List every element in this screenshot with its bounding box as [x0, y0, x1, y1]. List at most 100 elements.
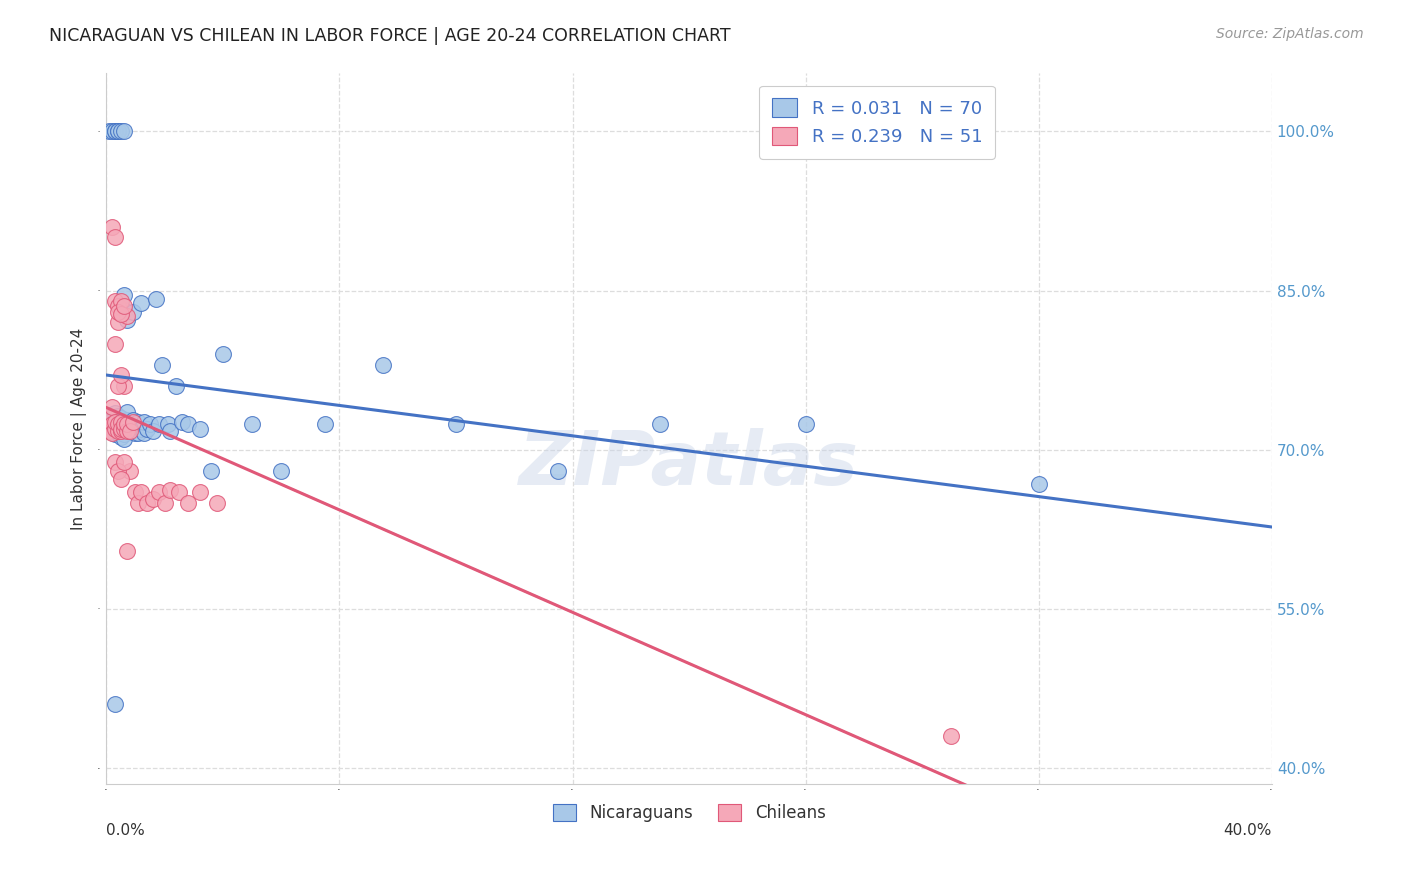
- Point: [118, 417, 141, 432]
- Point: [148, 417, 170, 432]
- Point: [127, 415, 149, 429]
- Point: [115, 309, 138, 323]
- Point: [121, 305, 143, 319]
- Point: [131, 296, 153, 310]
- Point: [110, 124, 132, 138]
- Point: [104, 455, 127, 469]
- Point: [107, 124, 129, 138]
- Point: [112, 455, 135, 469]
- Point: [107, 417, 129, 432]
- Text: 0.0%: 0.0%: [107, 823, 145, 838]
- Point: [142, 491, 165, 506]
- Point: [104, 419, 127, 434]
- Point: [98, 421, 121, 435]
- Point: [110, 421, 132, 435]
- Point: [134, 425, 156, 440]
- Point: [167, 485, 190, 500]
- Point: [110, 424, 132, 438]
- Point: [139, 417, 162, 432]
- Point: [212, 347, 235, 361]
- Point: [131, 421, 153, 435]
- Point: [177, 496, 200, 510]
- Point: [150, 358, 173, 372]
- Point: [115, 313, 138, 327]
- Point: [101, 417, 124, 432]
- Point: [115, 424, 138, 438]
- Point: [112, 302, 135, 317]
- Point: [115, 417, 138, 432]
- Point: [107, 379, 129, 393]
- Point: [648, 417, 671, 432]
- Point: [112, 417, 135, 432]
- Point: [148, 485, 170, 500]
- Point: [112, 379, 135, 393]
- Point: [107, 424, 129, 438]
- Point: [101, 219, 124, 234]
- Point: [101, 421, 124, 435]
- Point: [165, 379, 187, 393]
- Point: [104, 421, 127, 435]
- Point: [107, 464, 129, 478]
- Point: [142, 424, 165, 438]
- Point: [127, 496, 149, 510]
- Point: [107, 315, 129, 329]
- Point: [107, 425, 129, 440]
- Point: [1028, 476, 1050, 491]
- Legend: Nicaraguans, Chileans: Nicaraguans, Chileans: [546, 797, 832, 829]
- Point: [104, 336, 127, 351]
- Point: [200, 464, 222, 478]
- Point: [124, 417, 146, 432]
- Point: [941, 729, 963, 743]
- Point: [270, 464, 292, 478]
- Point: [115, 404, 138, 418]
- Point: [112, 426, 135, 441]
- Point: [112, 287, 135, 301]
- Point: [101, 425, 124, 440]
- Point: [110, 424, 132, 438]
- Point: [124, 421, 146, 435]
- Point: [156, 417, 179, 432]
- Point: [110, 307, 132, 321]
- Point: [104, 426, 127, 441]
- Point: [110, 430, 132, 444]
- Text: ZIPatlas: ZIPatlas: [519, 427, 859, 500]
- Point: [110, 415, 132, 429]
- Point: [153, 496, 176, 510]
- Point: [104, 294, 127, 309]
- Point: [118, 424, 141, 438]
- Point: [110, 473, 132, 487]
- Point: [112, 421, 135, 435]
- Point: [444, 417, 467, 432]
- Point: [104, 424, 127, 438]
- Text: NICARAGUAN VS CHILEAN IN LABOR FORCE | AGE 20-24 CORRELATION CHART: NICARAGUAN VS CHILEAN IN LABOR FORCE | A…: [49, 27, 731, 45]
- Point: [188, 421, 211, 435]
- Point: [172, 415, 194, 429]
- Point: [127, 425, 149, 440]
- Point: [373, 358, 395, 372]
- Point: [112, 124, 135, 138]
- Point: [110, 294, 132, 309]
- Point: [98, 424, 121, 438]
- Point: [177, 417, 200, 432]
- Point: [112, 432, 135, 446]
- Point: [134, 415, 156, 429]
- Point: [159, 424, 181, 438]
- Point: [101, 416, 124, 430]
- Text: Source: ZipAtlas.com: Source: ZipAtlas.com: [1216, 27, 1364, 41]
- Point: [107, 413, 129, 427]
- Point: [101, 401, 124, 415]
- Point: [112, 300, 135, 314]
- Point: [107, 124, 129, 138]
- Y-axis label: In Labor Force | Age 20-24: In Labor Force | Age 20-24: [72, 327, 87, 530]
- Point: [107, 300, 129, 314]
- Point: [104, 406, 127, 420]
- Point: [107, 409, 129, 423]
- Text: 40.0%: 40.0%: [1223, 823, 1272, 838]
- Point: [98, 411, 121, 425]
- Point: [98, 124, 121, 138]
- Point: [205, 496, 228, 510]
- Point: [107, 305, 129, 319]
- Point: [118, 424, 141, 438]
- Point: [121, 413, 143, 427]
- Point: [110, 421, 132, 435]
